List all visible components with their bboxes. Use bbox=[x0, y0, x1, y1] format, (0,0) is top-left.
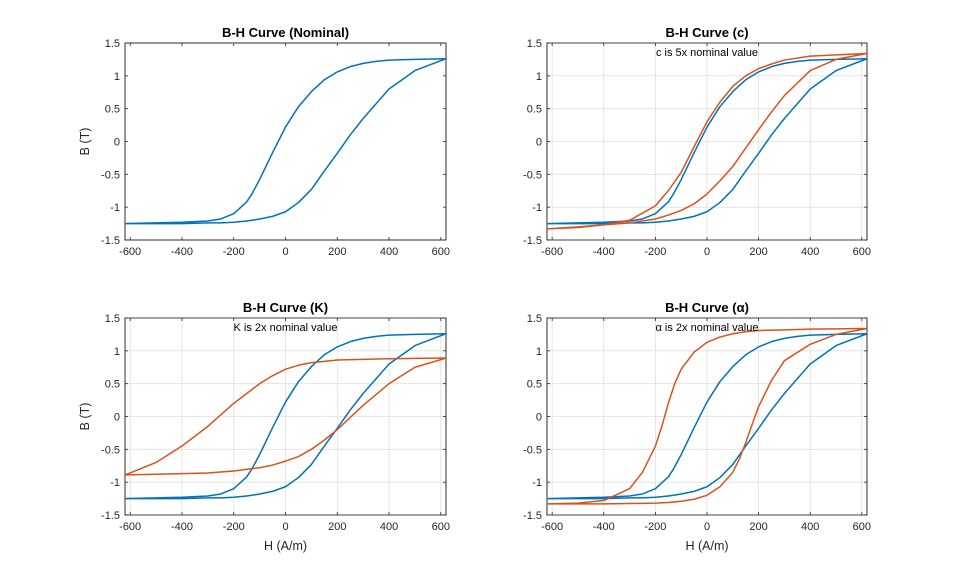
y-tick-label: 0.5 bbox=[105, 104, 120, 116]
chart-panel-3: -600 -400 -200 0 200 400 600 -1.5 -1 -0.5 0 0.5 1 1.5… bbox=[78, 300, 450, 553]
chart-annotation: K is 2x nominal value bbox=[234, 322, 338, 334]
chart-annotation: α is 2x nominal value bbox=[656, 322, 759, 334]
series-line-1 bbox=[547, 58, 867, 225]
y-tick-label: -1.5 bbox=[523, 510, 542, 522]
x-tick-label: -600 bbox=[119, 521, 141, 533]
x-tick-label: 400 bbox=[801, 521, 819, 533]
series-line-1 bbox=[125, 333, 446, 500]
series-line-2 bbox=[547, 52, 867, 230]
x-tick-label: 600 bbox=[432, 521, 450, 533]
series-line-1 bbox=[547, 333, 867, 500]
x-tick-label: -400 bbox=[593, 521, 615, 533]
x-tick-label: 400 bbox=[380, 246, 398, 258]
y-axis-label: B (T) bbox=[78, 128, 92, 156]
y-axis-label: B (T) bbox=[78, 403, 92, 431]
x-tick-label: 0 bbox=[704, 521, 710, 533]
y-tick-label: -1 bbox=[532, 202, 542, 214]
x-tick-label: 0 bbox=[282, 246, 288, 258]
y-tick-label: -0.5 bbox=[101, 169, 120, 181]
chart-panel-2: -600 -400 -200 0 200 400 600 -1.5 -1 -0.5 0 0.5 1 1.5… bbox=[523, 25, 871, 258]
x-tick-label: 400 bbox=[380, 521, 398, 533]
x-tick-label: 200 bbox=[749, 246, 767, 258]
chart-title: B-H Curve (Nominal) bbox=[222, 25, 349, 40]
y-tick-label: -0.5 bbox=[101, 444, 120, 456]
y-tick-label: 0 bbox=[536, 412, 542, 424]
x-tick-label: 600 bbox=[853, 246, 871, 258]
x-axis-label: H (A/m) bbox=[264, 539, 307, 553]
x-tick-label: 0 bbox=[282, 521, 288, 533]
y-tick-label: 0 bbox=[536, 137, 542, 149]
y-tick-label: -0.5 bbox=[523, 169, 542, 181]
plot-area bbox=[124, 42, 447, 241]
chart-title: B-H Curve (K) bbox=[243, 300, 328, 315]
y-tick-label: 0.5 bbox=[527, 379, 542, 391]
y-tick-label: -1 bbox=[110, 202, 120, 214]
series-line-1 bbox=[125, 58, 446, 225]
x-tick-label: 200 bbox=[328, 521, 346, 533]
x-tick-label: 200 bbox=[749, 521, 767, 533]
chart-title: B-H Curve (c) bbox=[665, 25, 748, 40]
chart-title: B-H Curve (α) bbox=[665, 300, 749, 315]
y-tick-label: 1 bbox=[536, 71, 542, 83]
y-tick-label: 0.5 bbox=[105, 379, 120, 391]
y-tick-label: 1.5 bbox=[527, 38, 542, 50]
x-tick-label: 400 bbox=[801, 246, 819, 258]
series-line-2 bbox=[125, 357, 446, 476]
series-line-2 bbox=[547, 327, 867, 505]
x-tick-label: -600 bbox=[541, 246, 563, 258]
x-tick-label: -200 bbox=[644, 246, 666, 258]
x-axis-label: H (A/m) bbox=[685, 539, 728, 553]
y-tick-label: 1.5 bbox=[105, 38, 120, 50]
x-tick-label: -200 bbox=[223, 246, 245, 258]
y-tick-label: -1 bbox=[532, 477, 542, 489]
y-tick-label: 1 bbox=[114, 346, 120, 358]
chart-panel-4: -600 -400 -200 0 200 400 600 -1.5 -1 -0.5 0 0.5 1 1.5… bbox=[523, 300, 871, 553]
y-tick-label: 1 bbox=[114, 71, 120, 83]
x-tick-label: -200 bbox=[644, 521, 666, 533]
x-tick-label: -400 bbox=[171, 246, 193, 258]
y-tick-label: -1 bbox=[110, 477, 120, 489]
x-tick-label: -600 bbox=[541, 521, 563, 533]
y-tick-label: -1.5 bbox=[101, 235, 120, 247]
chart-panel-1: -600 -400 -200 0 200 400 600 -1.5 -1 -0.5 0 0.5 1 1.5… bbox=[78, 25, 450, 258]
y-tick-label: 1.5 bbox=[105, 313, 120, 325]
x-tick-label: 0 bbox=[704, 246, 710, 258]
x-tick-label: -200 bbox=[223, 521, 245, 533]
x-tick-label: -400 bbox=[171, 521, 193, 533]
x-tick-label: 600 bbox=[853, 521, 871, 533]
chart-annotation: c is 5x nominal value bbox=[656, 47, 758, 59]
y-tick-label: -1.5 bbox=[101, 510, 120, 522]
y-tick-label: -0.5 bbox=[523, 444, 542, 456]
x-tick-label: 600 bbox=[432, 246, 450, 258]
x-tick-label: -600 bbox=[119, 246, 141, 258]
y-tick-label: 0 bbox=[114, 137, 120, 149]
x-tick-label: -400 bbox=[593, 246, 615, 258]
y-tick-label: 1.5 bbox=[527, 313, 542, 325]
y-tick-label: 0.5 bbox=[527, 104, 542, 116]
x-tick-label: 200 bbox=[328, 246, 346, 258]
y-tick-label: 0 bbox=[114, 412, 120, 424]
y-tick-label: -1.5 bbox=[523, 235, 542, 247]
y-tick-label: 1 bbox=[536, 346, 542, 358]
